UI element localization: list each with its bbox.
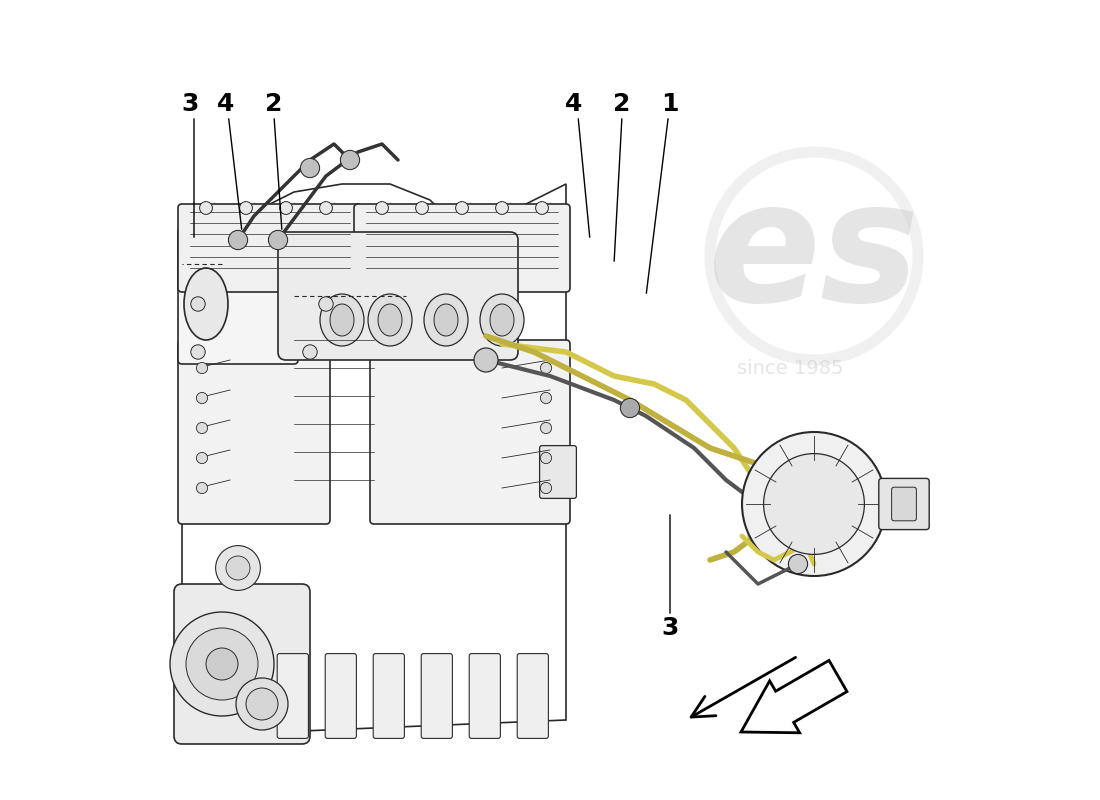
Circle shape bbox=[229, 230, 248, 250]
Circle shape bbox=[319, 297, 333, 311]
Circle shape bbox=[536, 202, 549, 214]
FancyBboxPatch shape bbox=[277, 654, 308, 738]
FancyBboxPatch shape bbox=[370, 340, 570, 524]
Ellipse shape bbox=[184, 268, 228, 340]
Circle shape bbox=[279, 202, 293, 214]
Circle shape bbox=[416, 202, 428, 214]
Circle shape bbox=[216, 546, 261, 590]
FancyBboxPatch shape bbox=[178, 228, 298, 364]
Circle shape bbox=[206, 648, 238, 680]
Circle shape bbox=[197, 452, 208, 464]
FancyBboxPatch shape bbox=[879, 478, 930, 530]
Circle shape bbox=[540, 452, 551, 464]
FancyBboxPatch shape bbox=[174, 584, 310, 744]
FancyBboxPatch shape bbox=[517, 654, 549, 738]
Text: 3: 3 bbox=[661, 616, 679, 640]
Circle shape bbox=[474, 348, 498, 372]
Text: 2: 2 bbox=[265, 92, 283, 116]
Ellipse shape bbox=[490, 304, 514, 336]
Ellipse shape bbox=[320, 294, 364, 346]
Circle shape bbox=[540, 422, 551, 434]
Circle shape bbox=[197, 362, 208, 374]
Ellipse shape bbox=[236, 678, 288, 730]
Circle shape bbox=[300, 158, 320, 178]
Circle shape bbox=[186, 628, 258, 700]
Circle shape bbox=[320, 202, 332, 214]
Circle shape bbox=[197, 422, 208, 434]
Ellipse shape bbox=[378, 304, 402, 336]
Circle shape bbox=[197, 482, 208, 494]
Circle shape bbox=[620, 398, 639, 418]
Circle shape bbox=[197, 392, 208, 403]
Text: 4: 4 bbox=[565, 92, 583, 116]
Circle shape bbox=[540, 482, 551, 494]
FancyBboxPatch shape bbox=[326, 654, 356, 738]
Circle shape bbox=[340, 150, 360, 170]
Text: 3: 3 bbox=[182, 92, 199, 116]
Circle shape bbox=[742, 432, 886, 576]
Circle shape bbox=[540, 362, 551, 374]
Ellipse shape bbox=[434, 304, 458, 336]
Ellipse shape bbox=[330, 304, 354, 336]
Ellipse shape bbox=[368, 294, 412, 346]
Circle shape bbox=[302, 345, 317, 359]
FancyBboxPatch shape bbox=[892, 487, 916, 521]
Text: since 1985: since 1985 bbox=[737, 358, 844, 378]
FancyBboxPatch shape bbox=[354, 204, 570, 292]
Text: es: es bbox=[708, 174, 920, 338]
Circle shape bbox=[170, 612, 274, 716]
Circle shape bbox=[190, 345, 206, 359]
Circle shape bbox=[496, 202, 508, 214]
FancyBboxPatch shape bbox=[373, 654, 405, 738]
Text: 1: 1 bbox=[661, 92, 679, 116]
Circle shape bbox=[540, 392, 551, 403]
Circle shape bbox=[789, 554, 807, 574]
Ellipse shape bbox=[424, 294, 468, 346]
FancyBboxPatch shape bbox=[421, 654, 452, 738]
Circle shape bbox=[763, 454, 865, 554]
FancyBboxPatch shape bbox=[178, 204, 362, 292]
FancyArrowPatch shape bbox=[691, 658, 795, 717]
Circle shape bbox=[226, 556, 250, 580]
Text: 4: 4 bbox=[218, 92, 234, 116]
FancyBboxPatch shape bbox=[470, 654, 500, 738]
FancyBboxPatch shape bbox=[178, 340, 330, 524]
FancyBboxPatch shape bbox=[278, 232, 518, 360]
Circle shape bbox=[240, 202, 252, 214]
Circle shape bbox=[190, 297, 206, 311]
Circle shape bbox=[268, 230, 287, 250]
Text: 2: 2 bbox=[614, 92, 630, 116]
FancyBboxPatch shape bbox=[540, 446, 576, 498]
Ellipse shape bbox=[480, 294, 524, 346]
Circle shape bbox=[375, 202, 388, 214]
Circle shape bbox=[199, 202, 212, 214]
Circle shape bbox=[455, 202, 469, 214]
Ellipse shape bbox=[246, 688, 278, 720]
